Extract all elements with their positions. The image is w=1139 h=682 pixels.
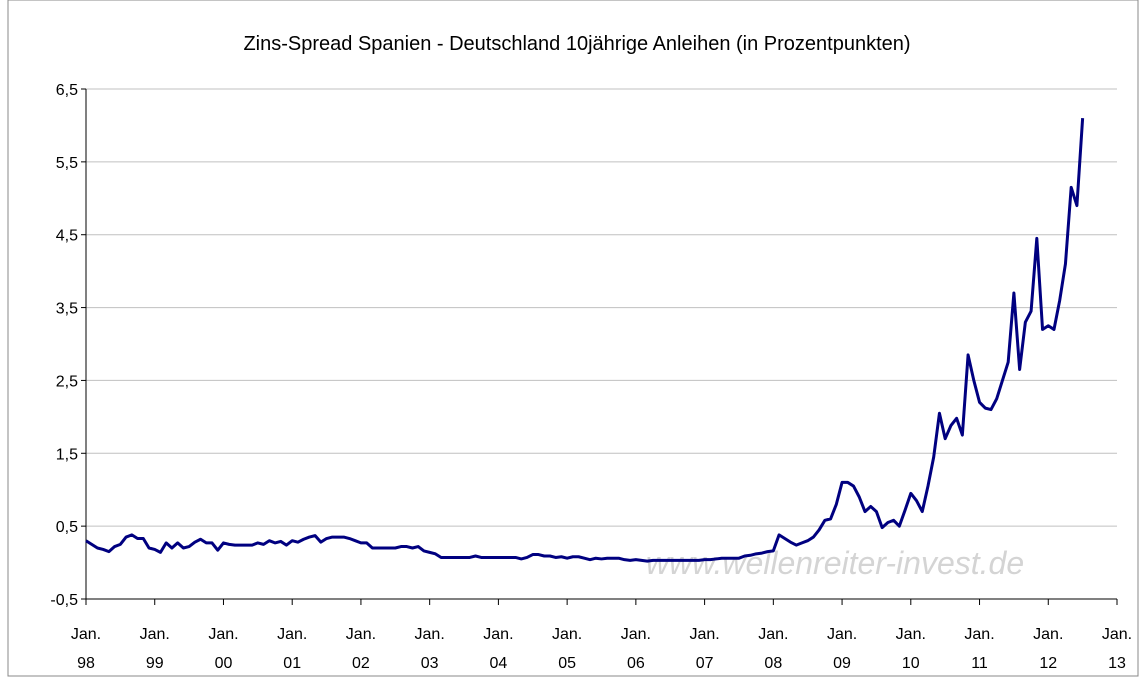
x-tick-label-line: 09 (833, 655, 851, 672)
x-tick-label: Jan. 11 (964, 626, 994, 672)
x-tick-label-line: 02 (352, 655, 370, 672)
x-tick-label-line: Jan. (689, 626, 719, 643)
x-tick-label: Jan. 05 (552, 626, 582, 672)
x-tick-label: Jan. 03 (415, 626, 445, 672)
y-tick-label: 6,5 (56, 82, 78, 99)
x-tick-label-line: 11 (971, 655, 988, 672)
x-tick-label-line: Jan. (71, 626, 101, 643)
x-tick-label: Jan. 02 (346, 626, 376, 672)
x-tick-label-line: Jan. (415, 626, 445, 643)
y-tick-label: 2,5 (56, 373, 78, 390)
y-tick-label: 1,5 (56, 446, 78, 463)
x-tick-label-line: 01 (283, 655, 301, 672)
x-tick-label-line: 05 (558, 655, 576, 672)
line (85, 118, 1085, 563)
x-tick-label-line: Jan. (827, 626, 857, 643)
chart-title: Zins-Spread Spanien - Deutschland 10jähr… (243, 33, 910, 55)
y-tick-label: 0,5 (56, 519, 78, 536)
x-tick-label-line: Jan. (1033, 626, 1063, 643)
x-tick-label-line: 04 (490, 655, 508, 672)
x-tick-label-line: Jan. (208, 626, 238, 643)
x-tick-label-line: 08 (764, 655, 782, 672)
x-tick-label: Jan. 98 (71, 626, 101, 672)
y-tick-label: 4,5 (56, 228, 78, 245)
x-tick-label-line: Jan. (552, 626, 582, 643)
x-tick-label-line: Jan. (758, 626, 788, 643)
x-tick-label: Jan. 99 (140, 626, 170, 672)
y-tick-label: 5,5 (56, 155, 78, 172)
x-tick-label-line: 12 (1039, 655, 1057, 672)
x-tick-label-line: Jan. (483, 626, 513, 643)
x-tick-label-line: 07 (696, 655, 714, 672)
x-tick-label: Jan. 13 (1102, 626, 1132, 672)
y-tick-label: -0,5 (50, 592, 78, 609)
x-tick-label-line: Jan. (621, 626, 651, 643)
watermark: www.wellenreiter-invest.de (646, 545, 1024, 581)
x-tick-label: Jan. 00 (208, 626, 238, 672)
x-tick-label: Jan. 12 (1033, 626, 1063, 672)
x-tick-label: Jan. 08 (758, 626, 788, 672)
x-tick-label-line: 03 (421, 655, 439, 672)
x-tick-label-line: 13 (1108, 655, 1126, 672)
x-tick-label-line: Jan. (346, 626, 376, 643)
x-tick-label: Jan. 04 (483, 626, 513, 672)
chart-frame (7, 0, 1139, 677)
x-tick-label-line: Jan. (964, 626, 994, 643)
x-tick-label-line: 00 (215, 655, 233, 672)
x-tick-label: Jan. 07 (689, 626, 719, 672)
x-tick-label: Jan. 09 (827, 626, 857, 672)
x-tick-label-line: Jan. (896, 626, 926, 643)
y-tick-label: 3,5 (56, 301, 78, 318)
x-tick-label-line: 10 (902, 655, 920, 672)
x-tick-label: Jan. 10 (896, 626, 926, 672)
x-tick-label-line: Jan. (1102, 626, 1132, 643)
x-tick-label: Jan. 06 (621, 626, 651, 672)
x-tick-label-line: 99 (146, 655, 164, 672)
x-tick-label-line: Jan. (140, 626, 170, 643)
x-tick-label: Jan. 01 (277, 626, 307, 672)
x-tick-label-line: Jan. (277, 626, 307, 643)
x-tick-label-line: 98 (77, 655, 95, 672)
x-tick-label-line: 06 (627, 655, 645, 672)
